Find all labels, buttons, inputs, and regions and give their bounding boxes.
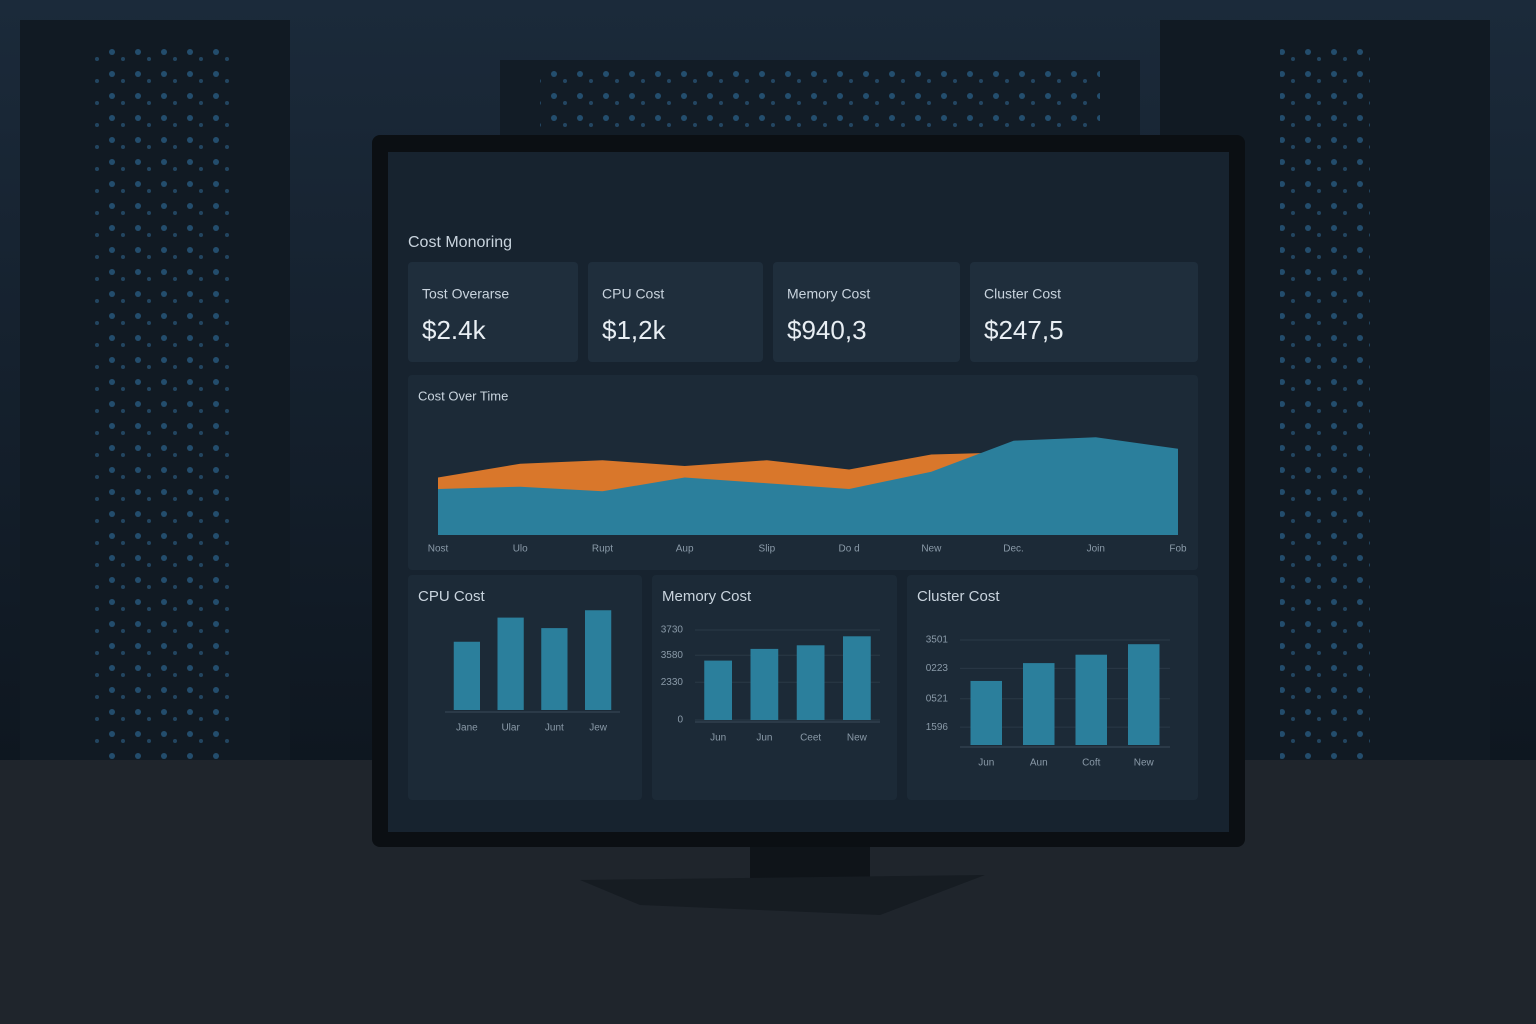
kpi-card <box>408 262 578 362</box>
x-tick-label: Dec. <box>1003 544 1024 555</box>
y-tick-label: 0223 <box>926 663 949 674</box>
bar <box>704 660 732 720</box>
y-tick-label: 0 <box>677 715 683 726</box>
chart-title: Cluster Cost <box>917 588 1000 605</box>
x-tick-label: Nost <box>428 544 449 555</box>
x-tick-label: Rupt <box>592 544 613 555</box>
x-tick-label: Junt <box>545 723 564 734</box>
chart-title: CPU Cost <box>418 588 486 605</box>
x-tick-label: Slip <box>759 544 776 555</box>
bar <box>750 648 779 720</box>
chart-panel <box>408 575 642 800</box>
kpi-label: Tost Overarse <box>422 286 509 302</box>
x-tick-label: Aup <box>676 544 694 555</box>
bar <box>497 617 524 710</box>
x-tick-label: Jun <box>978 758 994 769</box>
kpi-label: Memory Cost <box>787 286 870 302</box>
kpi-value: $247,5 <box>984 315 1064 345</box>
y-tick-label: 3730 <box>661 625 684 636</box>
x-tick-label: Fob <box>1169 544 1187 555</box>
bar <box>1023 663 1055 745</box>
bar <box>1075 654 1107 745</box>
kpi-card <box>773 262 960 362</box>
kpi-value: $940,3 <box>787 315 867 345</box>
bar <box>796 645 825 720</box>
kpi-card <box>970 262 1198 362</box>
server-leds <box>90 40 230 760</box>
monitor-base <box>580 875 985 915</box>
bar <box>541 628 568 710</box>
area <box>438 437 1178 535</box>
kpi-label: Cluster Cost <box>984 286 1061 302</box>
chart-title: Memory Cost <box>662 588 752 605</box>
kpi-label: CPU Cost <box>602 286 664 302</box>
x-tick-label: Ulo <box>513 544 528 555</box>
x-tick-label: Do d <box>839 544 860 555</box>
chart-title: Cost Over Time <box>418 388 508 403</box>
server-leds <box>1280 40 1370 800</box>
bar <box>843 636 871 720</box>
x-tick-label: Jew <box>589 723 608 734</box>
y-tick-label: 0521 <box>926 693 949 704</box>
x-tick-label: Ular <box>501 723 520 734</box>
x-tick-label: Jun <box>710 733 726 744</box>
bar <box>970 680 1002 745</box>
kpi-value: $1,2k <box>602 315 667 345</box>
y-tick-label: 3501 <box>926 635 949 646</box>
y-tick-label: 1596 <box>926 722 949 733</box>
bar <box>453 641 480 710</box>
x-tick-label: Jane <box>456 723 478 734</box>
x-tick-label: Jun <box>756 733 772 744</box>
dashboard-title: Cost Monoring <box>408 234 512 251</box>
x-tick-label: Ceet <box>800 733 821 744</box>
bar <box>1128 644 1160 745</box>
x-tick-label: Join <box>1087 544 1105 555</box>
x-tick-label: Coft <box>1082 758 1101 769</box>
y-tick-label: 2330 <box>661 677 684 688</box>
x-tick-label: New <box>847 733 868 744</box>
x-tick-label: Aun <box>1030 758 1048 769</box>
x-tick-label: New <box>1134 758 1155 769</box>
y-tick-label: 3580 <box>661 650 684 661</box>
kpi-value: $2.4k <box>422 315 487 345</box>
bar <box>585 610 612 710</box>
kpi-card <box>588 262 763 362</box>
x-tick-label: New <box>921 544 942 555</box>
